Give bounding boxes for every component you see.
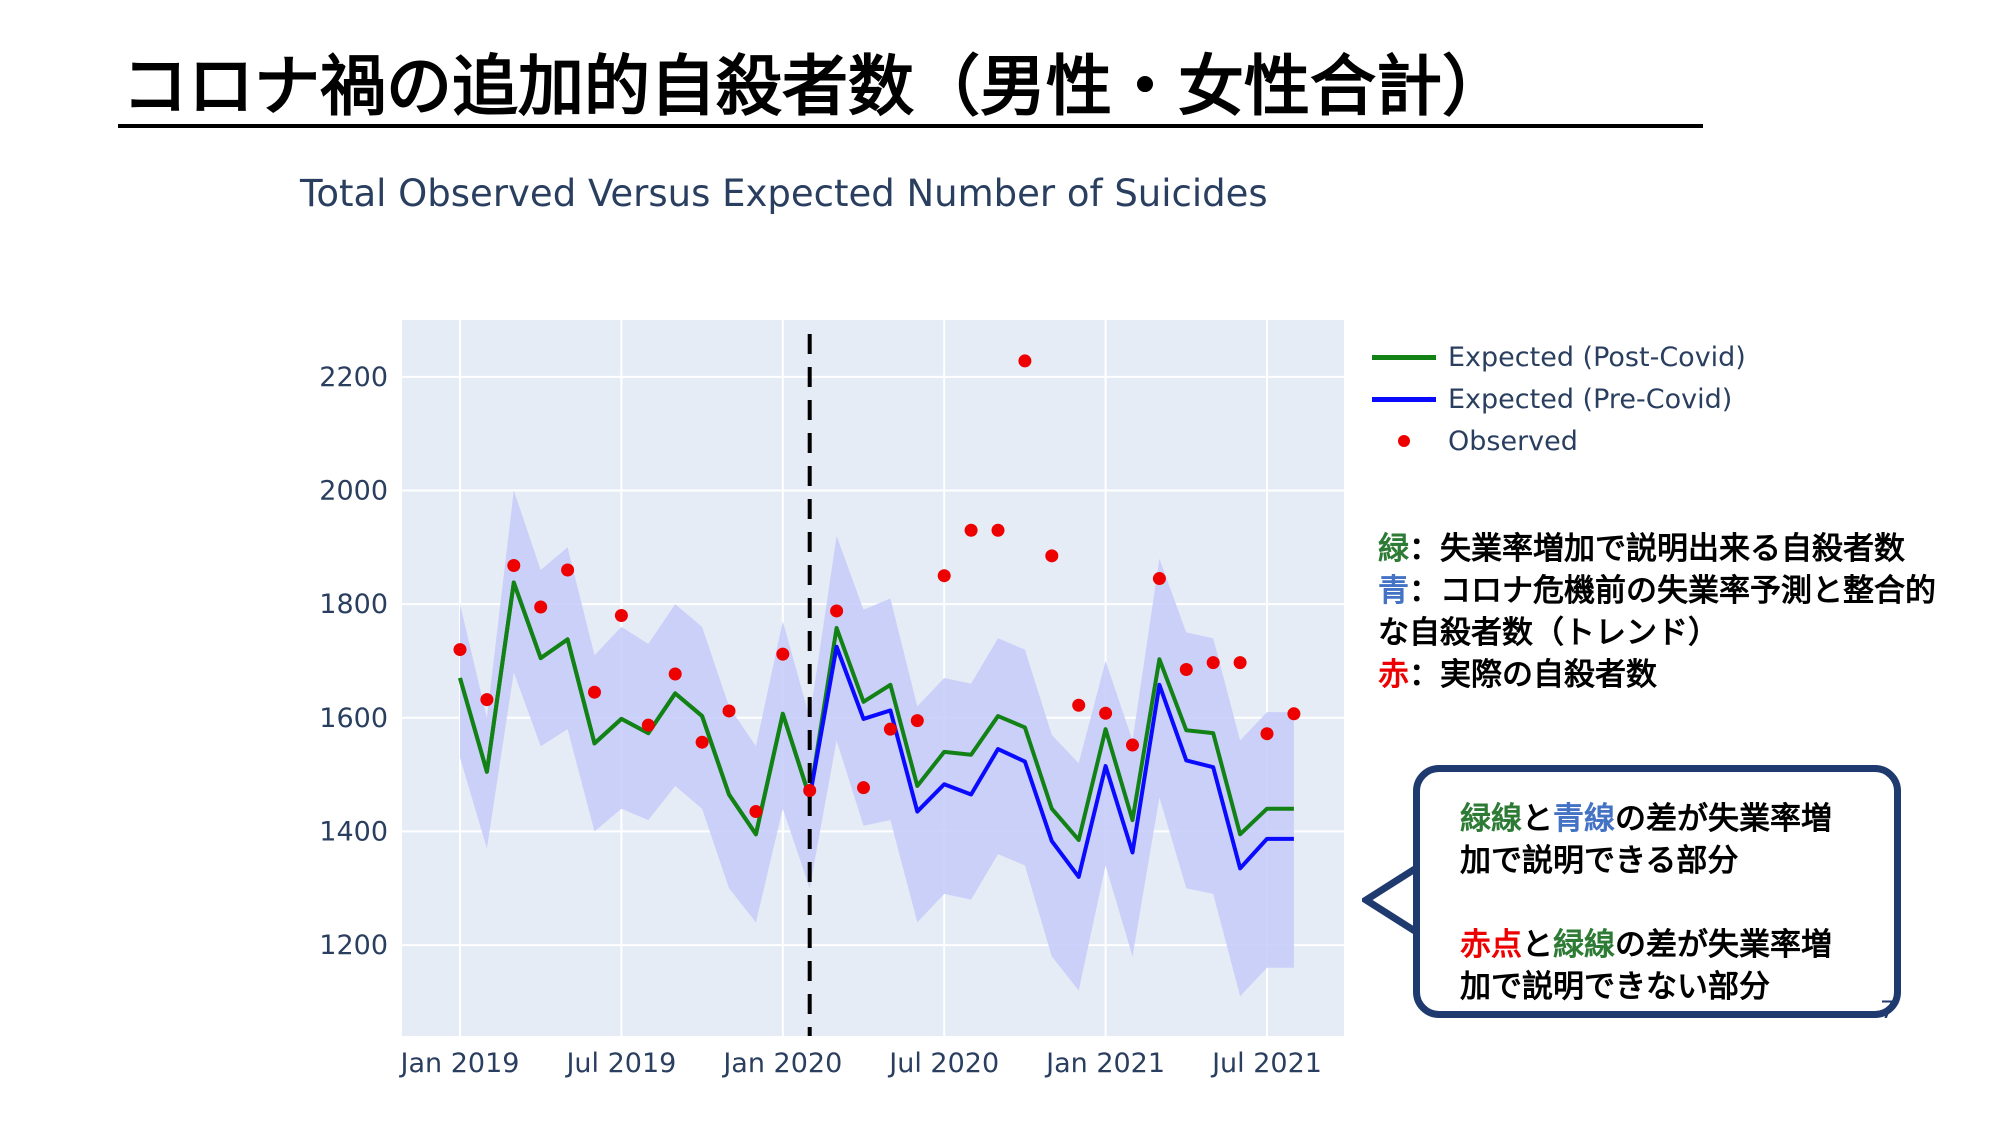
observed-point — [910, 714, 924, 728]
legend-swatch-observed — [1370, 420, 1438, 462]
callout-line-3: 赤点と緑線の差が失業率増 — [1460, 924, 1832, 966]
color-notes: 緑：失業率増加で説明出来る自殺者数 青：コロナ危機前の失業率予測と整合的 な自殺… — [1378, 528, 1936, 696]
legend: Expected (Post-Covid) Expected (Pre-Covi… — [1370, 336, 1746, 462]
slide-title: コロナ禍の追加的自殺者数（男性・女性合計） — [122, 48, 1508, 125]
series-lines — [458, 580, 1294, 879]
band-area — [460, 490, 1294, 997]
observed-point — [1206, 656, 1220, 670]
note-green: 緑：失業率増加で説明出来る自殺者数 — [1378, 528, 1936, 570]
legend-label-post-covid: Expected (Post-Covid) — [1448, 341, 1746, 373]
legend-swatch-pre-covid — [1370, 378, 1438, 420]
note-blue-cont: な自殺者数（トレンド） — [1378, 612, 1936, 654]
observed-point — [830, 604, 844, 618]
chart-title: Total Observed Versus Expected Number of… — [300, 172, 1268, 215]
observed-point — [776, 647, 790, 661]
observed-point — [1072, 698, 1086, 712]
observed-point — [614, 608, 628, 622]
series-line-post-covid-pre-period — [458, 580, 812, 837]
callout-line-2: 加で説明できる部分 — [1460, 843, 1739, 879]
note-green-key: 緑 — [1378, 531, 1409, 567]
observed-point — [991, 523, 1005, 537]
observed-point — [1233, 656, 1247, 670]
series-line-pre-covid — [807, 644, 1294, 879]
observed-point — [1152, 572, 1166, 586]
x-tick-label: Jul 2021 — [1210, 1048, 1322, 1079]
observed-point — [1099, 706, 1113, 720]
observed-point — [1287, 707, 1301, 721]
y-tick-label: 1800 — [319, 589, 388, 620]
callout-red-dot-term: 赤点 — [1460, 927, 1522, 963]
callout-connector-2: と — [1522, 927, 1553, 963]
y-tick-label: 1600 — [319, 703, 388, 734]
callout-connector: と — [1522, 801, 1553, 837]
observed-point — [1018, 354, 1032, 368]
note-red: 赤：実際の自殺者数 — [1378, 654, 1936, 696]
observed-point — [1126, 738, 1139, 752]
observed-point — [749, 805, 763, 819]
note-blue-text-2: な自殺者数（トレンド） — [1378, 615, 1719, 651]
callout-text-1: の差が失業率増 — [1615, 801, 1832, 837]
callout-line-4: 加で説明できない部分 — [1460, 969, 1770, 1005]
note-blue-key: 青 — [1378, 573, 1409, 609]
note-red-text: ：実際の自殺者数 — [1409, 657, 1657, 693]
observed-points — [453, 354, 1301, 819]
callout-spacer — [1460, 882, 1832, 924]
callout-green-line-term-2: 緑線 — [1553, 927, 1615, 963]
observed-point — [641, 718, 655, 732]
observed-point — [453, 643, 467, 657]
observed-point — [588, 685, 601, 699]
observed-point — [1260, 727, 1274, 741]
note-blue: 青：コロナ危機前の失業率予測と整合的 — [1378, 570, 1936, 612]
observed-point — [668, 667, 682, 681]
observed-point — [857, 781, 870, 795]
note-red-key: 赤 — [1378, 657, 1409, 693]
observed-point — [937, 569, 951, 583]
legend-swatch-post-covid — [1370, 336, 1438, 378]
observed-point — [722, 704, 736, 718]
legend-label-observed: Observed — [1448, 425, 1578, 457]
page-number: 7 — [1880, 996, 1896, 1024]
title-underline — [118, 124, 1703, 128]
observed-point — [883, 722, 897, 736]
y-tick-label: 2200 — [319, 362, 388, 393]
observed-point — [534, 600, 548, 614]
observed-point — [1179, 662, 1193, 676]
callout-box: 緑線と青線の差が失業率増 加で説明できる部分 赤点と緑線の差が失業率増 加で説明… — [1413, 765, 1901, 1018]
callout-text-2: の差が失業率増 — [1615, 927, 1832, 963]
note-blue-text-1: ：コロナ危機前の失業率予測と整合的 — [1409, 573, 1936, 609]
legend-item-post-covid[interactable]: Expected (Post-Covid) — [1370, 336, 1746, 378]
confidence-band — [460, 490, 1294, 997]
x-tick-label: Jan 2019 — [399, 1048, 520, 1079]
x-tick-label: Jul 2019 — [564, 1048, 676, 1079]
legend-label-pre-covid: Expected (Pre-Covid) — [1448, 383, 1733, 415]
axis-labels: 1200 1400 1600 1800 2000 2200 Jan 2019 Jul 2019… — [319, 362, 1322, 1079]
observed-point — [803, 784, 817, 798]
callout-green-line-term: 緑線 — [1460, 801, 1522, 837]
observed-point — [695, 735, 709, 749]
x-tick-label: Jan 2020 — [721, 1048, 842, 1079]
observed-point — [964, 523, 978, 537]
observed-point — [561, 563, 575, 577]
observed-point — [507, 558, 521, 572]
y-tick-label: 1400 — [319, 816, 388, 847]
observed-point — [1045, 549, 1059, 563]
observed-point — [480, 693, 494, 707]
legend-item-observed[interactable]: Observed — [1370, 420, 1746, 462]
callout-blue-line-term: 青線 — [1553, 801, 1615, 837]
legend-item-pre-covid[interactable]: Expected (Pre-Covid) — [1370, 378, 1746, 420]
callout-line-1: 緑線と青線の差が失業率増 — [1460, 798, 1832, 840]
y-tick-label: 2000 — [319, 475, 388, 506]
x-tick-label: Jul 2020 — [887, 1048, 999, 1079]
note-green-text: ：失業率増加で説明出来る自殺者数 — [1409, 531, 1905, 567]
y-tick-label: 1200 — [319, 930, 388, 961]
x-tick-label: Jan 2021 — [1044, 1048, 1165, 1079]
